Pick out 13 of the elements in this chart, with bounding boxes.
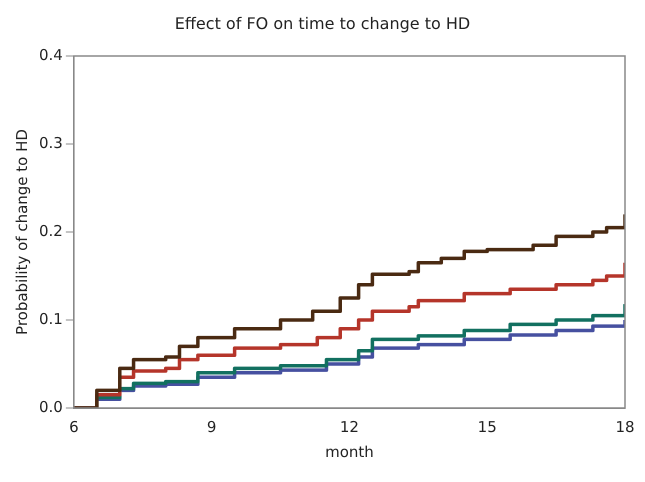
y-tick-label: 0.1 [38, 310, 63, 328]
x-tick-label: 15 [478, 418, 497, 436]
x-tick-label: 12 [340, 418, 359, 436]
chart-title: Effect of FO on time to change to HD [174, 14, 472, 35]
x-tick-label: 6 [69, 418, 79, 436]
y-axis-title: Probability of change to HD [12, 129, 31, 335]
y-tick-label: 0.4 [38, 46, 63, 64]
x-axis-title: month [325, 442, 374, 461]
y-tick-label: 0.3 [38, 134, 63, 152]
y-tick-label: 0.2 [38, 222, 63, 240]
x-tick-label: 9 [206, 418, 216, 436]
x-tick-label: 18 [615, 418, 635, 436]
y-tick-label: 0.0 [38, 398, 63, 416]
